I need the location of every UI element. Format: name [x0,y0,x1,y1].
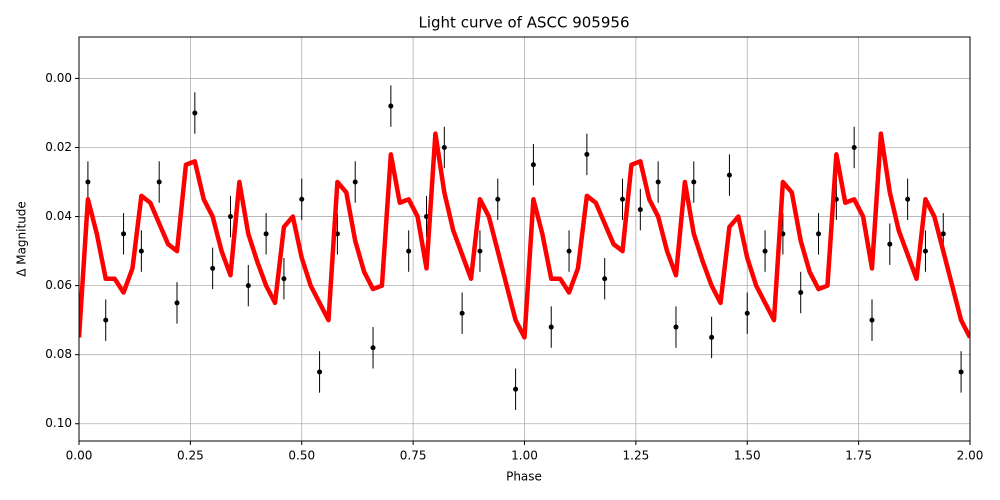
observation-point [406,248,412,254]
x-tick-label: 1.75 [845,449,872,463]
observation-point [637,207,643,213]
observation-point [103,317,109,323]
x-tick-label: 0.00 [66,449,93,463]
observation-point [887,241,893,247]
x-tick-label: 0.75 [400,449,427,463]
y-tick-label: 0.02 [45,140,72,154]
observation-point [210,265,216,271]
observation-point [174,300,180,306]
x-tick-label: 2.00 [957,449,984,463]
observation-point [655,179,661,185]
observation-point [317,369,323,375]
observation-point [299,196,305,202]
x-tick-label: 1.50 [734,449,761,463]
x-axis-label: Phase [506,470,542,484]
observation-point [477,248,483,254]
y-tick-label: 0.10 [45,416,72,430]
observation-point [851,144,857,150]
observation-point [940,231,946,237]
model-curve [79,131,970,340]
observation-point [958,369,964,375]
observation-point [620,196,626,202]
observation-point [513,386,519,392]
observation-point [85,179,91,185]
y-tick-label: 0.04 [45,209,72,223]
x-tick-label: 1.25 [623,449,650,463]
chart-title: Light curve of ASCC 905956 [419,14,630,32]
observation-point [281,276,287,282]
observation-point [192,110,198,116]
y-tick-label: 0.00 [45,71,72,85]
y-tick-label: 0.06 [45,278,72,292]
plot-frame [78,36,971,442]
observation-point [566,248,572,254]
observation-point [584,151,590,157]
observation-point [370,345,376,351]
y-tick-label: 0.08 [45,347,72,361]
observation-point [352,179,358,185]
observation-point [245,283,251,289]
observation-point [744,310,750,316]
observation-point [156,179,162,185]
observation-point [673,324,679,330]
x-tick-label: 0.50 [288,449,315,463]
observation-point [869,317,875,323]
observation-point [388,103,394,109]
observation-point [709,334,715,340]
observation-point [691,179,697,185]
observation-point [121,231,127,237]
observation-point [441,144,447,150]
x-tick-label: 0.25 [177,449,204,463]
observation-point [602,276,608,282]
observation-point [530,162,536,168]
observation-point [922,248,928,254]
observation-point [726,172,732,178]
observation-point [762,248,768,254]
x-tick-label: 1.00 [511,449,538,463]
observation-point [816,231,822,237]
observation-point [905,196,911,202]
y-axis-label: Δ Magnitude [15,201,29,277]
observation-point [495,196,501,202]
observation-point [138,248,144,254]
observation-point [263,231,269,237]
observation-point [798,290,804,296]
observation-point [459,310,465,316]
observation-point [548,324,554,330]
observation-point [227,214,233,220]
